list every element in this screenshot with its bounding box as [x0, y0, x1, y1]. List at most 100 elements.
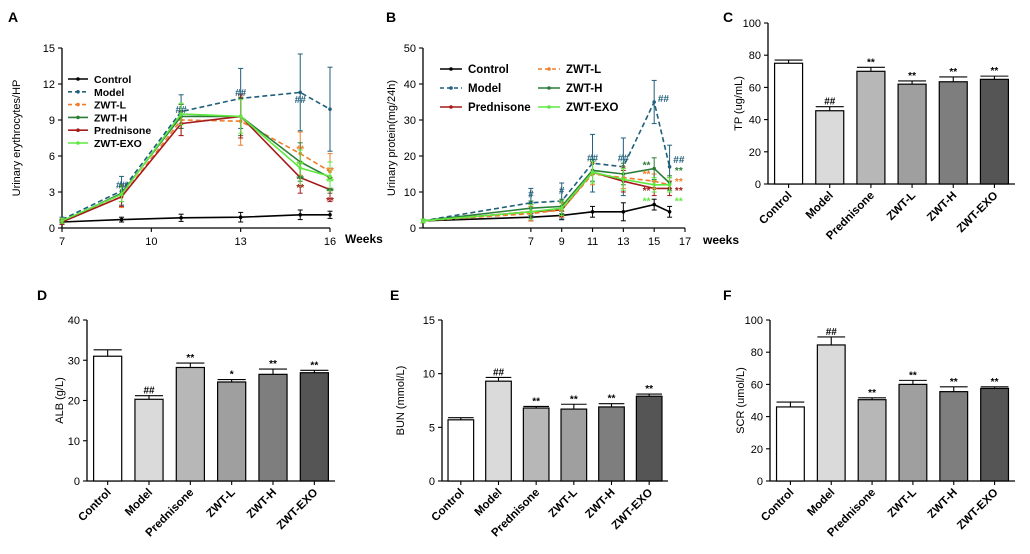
- bar: [773, 62, 804, 185]
- y-tick-label: 0: [757, 476, 763, 488]
- legend-marker: [449, 105, 453, 109]
- bar-model: ##: [816, 327, 846, 482]
- significance-mark: ##: [658, 94, 670, 105]
- legend: Control Model Prednisone ZWT-L ZWT-H ZWT-EXO: [440, 64, 618, 114]
- bar-control: [775, 401, 805, 482]
- legend-marker: [76, 128, 80, 132]
- bar-zwt-h: **: [598, 394, 625, 482]
- bar-zwt-h: **: [258, 359, 288, 482]
- significance-mark: **: [186, 353, 194, 364]
- x-axis-title: Weeks: [345, 232, 383, 246]
- series-line: [61, 113, 331, 222]
- data-point: [119, 217, 124, 222]
- legend-marker: [547, 105, 551, 109]
- y-tick-label: 20: [68, 396, 80, 408]
- bar: [857, 399, 887, 482]
- bar-zwt-l: **: [897, 71, 927, 185]
- legend-marker: [76, 102, 80, 107]
- bar: [93, 355, 123, 482]
- legend-label: Model: [94, 87, 124, 99]
- legend-marker: [547, 67, 551, 71]
- significance-mark: **: [908, 71, 916, 82]
- y-axis-title: Urinary erythrocytes/HP: [11, 80, 23, 197]
- data-point: [238, 114, 243, 119]
- series-line: [422, 167, 671, 222]
- data-point: [590, 170, 595, 174]
- bar: [939, 391, 969, 482]
- legend-marker: [76, 77, 80, 81]
- x-tick-label: ZWT-L: [204, 487, 237, 520]
- significance-mark: **: [675, 197, 683, 208]
- bar: [897, 83, 927, 185]
- bar-zwt-exo: **: [299, 360, 329, 482]
- data-point: [298, 213, 303, 217]
- significance-mark: **: [570, 394, 578, 405]
- data-point: [667, 183, 672, 187]
- y-tick-label: 10: [404, 187, 416, 199]
- y-tick-label: 30: [68, 355, 80, 367]
- significance-mark: **: [643, 161, 651, 172]
- series-line: [422, 171, 670, 222]
- data-point: [667, 165, 672, 169]
- data-point: [652, 166, 656, 171]
- x-tick-label: 10: [145, 236, 157, 248]
- data-point: [621, 210, 626, 214]
- y-tick-label: 20: [749, 147, 761, 159]
- bar: [979, 78, 1010, 185]
- y-tick-label: 5: [429, 422, 435, 434]
- panel-letter: D: [37, 287, 47, 303]
- y-tick-label: 9: [49, 115, 55, 127]
- legend-label: Model: [468, 83, 501, 95]
- data-point: [238, 215, 243, 219]
- significance-mark: **: [296, 144, 304, 155]
- x-tick-label: ZWT-EXO: [275, 487, 321, 533]
- y-tick-label: 60: [749, 82, 761, 94]
- significance-mark: ##: [235, 88, 247, 99]
- bar-zwt-exo: **: [635, 384, 663, 482]
- bar: [447, 419, 475, 482]
- series-model: [420, 79, 673, 224]
- bar: [485, 380, 512, 482]
- bar-model: ##: [815, 97, 845, 185]
- data-point: [590, 210, 595, 214]
- x-tick-label: 11: [587, 236, 598, 248]
- bar-model: ##: [134, 386, 164, 482]
- panel-letter: F: [723, 287, 732, 303]
- significance-mark: **: [310, 360, 318, 371]
- x-tick-label: 17: [679, 236, 691, 248]
- significance-mark: **: [326, 177, 334, 188]
- x-tick-label: Model: [123, 487, 155, 519]
- significance-mark: **: [296, 183, 304, 194]
- y-tick-label: 0: [49, 223, 55, 235]
- x-tick-label: 13: [235, 236, 247, 248]
- series-prednisone: [420, 160, 673, 224]
- panel-letter: A: [8, 9, 18, 25]
- series-zwt-exo: [59, 99, 333, 224]
- data-point: [529, 210, 533, 214]
- x-tick-label: 15: [648, 236, 660, 248]
- data-point: [298, 166, 303, 170]
- bar-zwt-l: *: [217, 370, 247, 482]
- panel-letter: C: [723, 9, 733, 25]
- legend-label: ZWT-H: [566, 83, 602, 95]
- x-tick-label: Model: [473, 487, 505, 519]
- y-tick-label: 40: [751, 412, 763, 424]
- x-tick-label: ZWT-EXO: [955, 190, 1001, 236]
- series-line: [61, 214, 330, 223]
- x-axis-title: weeks: [702, 233, 739, 247]
- legend-marker: [449, 86, 453, 90]
- y-tick-label: 50: [404, 43, 416, 55]
- significance-mark: **: [991, 377, 999, 388]
- legend-label: Control: [94, 74, 131, 86]
- significance-mark: **: [326, 196, 334, 207]
- significance-mark: **: [950, 377, 958, 388]
- significance-mark: ##: [295, 95, 307, 106]
- significance-mark: **: [675, 166, 683, 177]
- y-tick-label: 80: [751, 347, 763, 359]
- data-point: [328, 107, 332, 111]
- bar: [635, 395, 663, 482]
- bar: [980, 387, 1010, 482]
